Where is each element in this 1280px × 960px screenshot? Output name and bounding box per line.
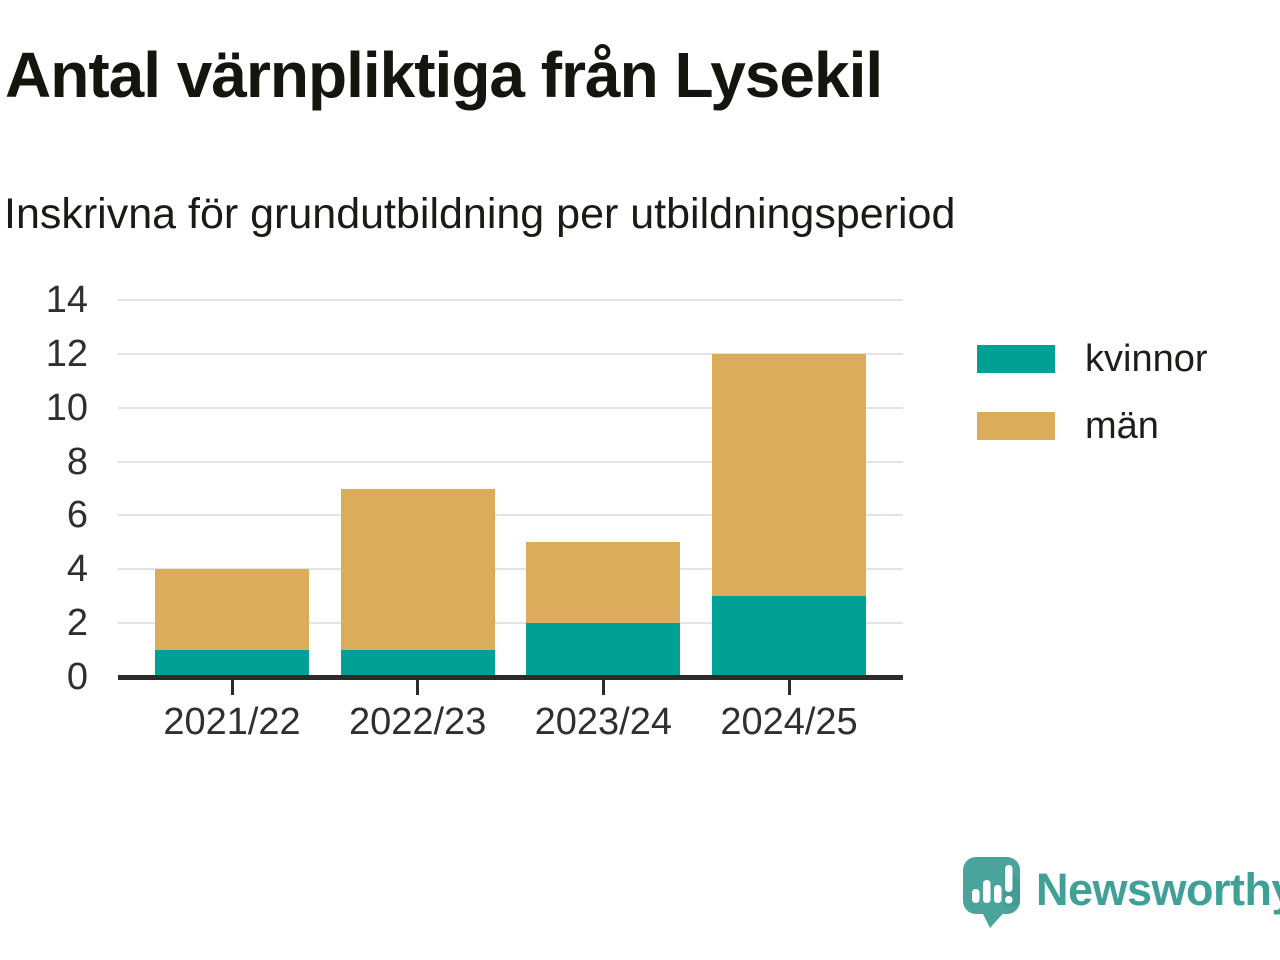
- y-axis-tick-label: 2: [66, 602, 88, 645]
- gridline: [118, 460, 903, 463]
- newsworthy-logo-icon: [963, 857, 1020, 928]
- newsworthy-wordmark: Newsworthy: [1036, 864, 1280, 915]
- legend-label: kvinnor: [1085, 338, 1208, 380]
- x-axis-tick: [230, 680, 234, 695]
- x-axis-tick: [787, 680, 791, 695]
- bar-segment: [155, 569, 309, 651]
- legend-label: män: [1085, 405, 1159, 447]
- x-axis-tick-label: 2023/24: [534, 701, 673, 743]
- gridline: [118, 352, 903, 355]
- y-axis-tick-label: 4: [66, 548, 88, 591]
- chart-subtitle: Inskrivna för grundutbildning per utbild…: [4, 190, 956, 238]
- gridline: [118, 514, 903, 517]
- bar-segment: [340, 650, 495, 677]
- x-axis-tick-label: 2021/22: [163, 701, 301, 743]
- gridline: [118, 406, 903, 409]
- y-axis-tick-label: 0: [66, 656, 88, 698]
- bar-segment: [155, 650, 309, 677]
- y-axis-tick-label: 8: [66, 440, 88, 483]
- legend-item-man: män: [977, 407, 1208, 445]
- bar-segment: [526, 623, 681, 677]
- x-axis-line: [118, 675, 903, 680]
- x-axis-tick: [416, 680, 420, 695]
- y-axis-tick-label: 10: [45, 386, 88, 429]
- chart-title: Antal värnpliktiga från Lysekil: [5, 39, 883, 111]
- legend-swatch-man: [977, 412, 1055, 440]
- y-axis-tick-label: 12: [45, 332, 88, 375]
- legend: kvinnor män: [977, 340, 1208, 474]
- bar-segment: [712, 596, 866, 677]
- legend-item-kvinnor: kvinnor: [977, 340, 1208, 378]
- newsworthy-logo: Newsworthy: [962, 856, 1280, 928]
- y-axis-tick-label: 6: [66, 494, 88, 537]
- gridline: [118, 299, 903, 301]
- x-axis-tick-label: 2024/25: [720, 701, 858, 743]
- gridline: [118, 568, 903, 571]
- bar-segment: [712, 353, 866, 597]
- x-axis-tick-label: 2022/23: [348, 701, 487, 743]
- legend-swatch-kvinnor: [977, 345, 1055, 373]
- bar-segment: [526, 542, 681, 624]
- bar-segment: [340, 488, 495, 651]
- y-axis-tick-label: 14: [45, 279, 88, 321]
- x-axis-tick: [601, 680, 605, 695]
- gridline: [118, 622, 903, 625]
